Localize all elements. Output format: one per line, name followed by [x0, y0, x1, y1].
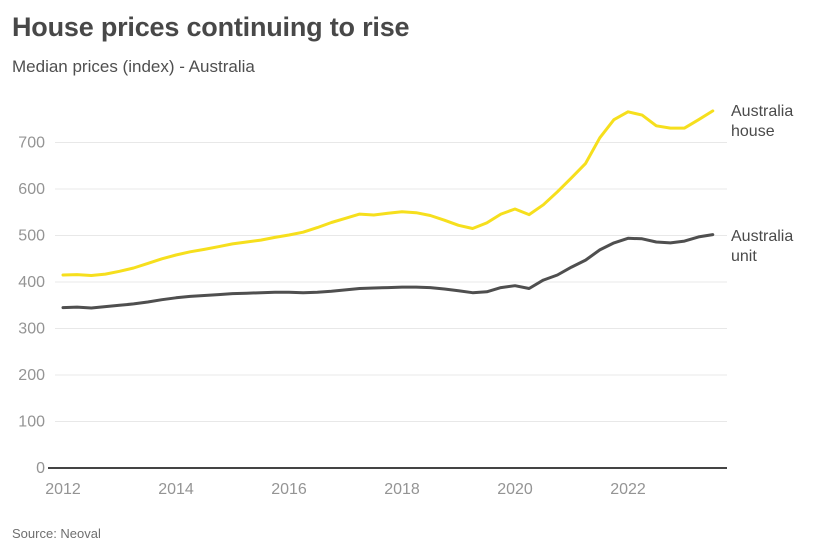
- x-tick-label: 2018: [384, 481, 420, 498]
- y-tick-label: 200: [18, 367, 45, 384]
- y-tick-label: 300: [18, 321, 45, 338]
- source-note: Source: Neoval: [12, 526, 101, 541]
- x-tick-label: 2020: [497, 481, 533, 498]
- series-label-house: Australia house: [731, 103, 794, 140]
- series-line-australia-unit: [61, 233, 715, 310]
- series-line-australia-house: [61, 109, 715, 277]
- chart-subtitle: Median prices (index) - Australia: [12, 57, 255, 76]
- y-tick-label: 700: [18, 135, 45, 152]
- x-tick-label: 2014: [158, 481, 194, 498]
- y-tick-label: 100: [18, 414, 45, 431]
- x-tick-label: 2022: [610, 481, 646, 498]
- chart-title: House prices continuing to rise: [12, 12, 410, 42]
- y-tick-label: 600: [18, 181, 45, 198]
- x-tick-label: 2016: [271, 481, 307, 498]
- y-tick-label: 400: [18, 274, 45, 291]
- series-label-unit: Australia unit: [731, 228, 794, 265]
- y-tick-label: 0: [36, 460, 45, 477]
- x-tick-label: 2012: [45, 481, 81, 498]
- y-tick-label: 500: [18, 228, 45, 245]
